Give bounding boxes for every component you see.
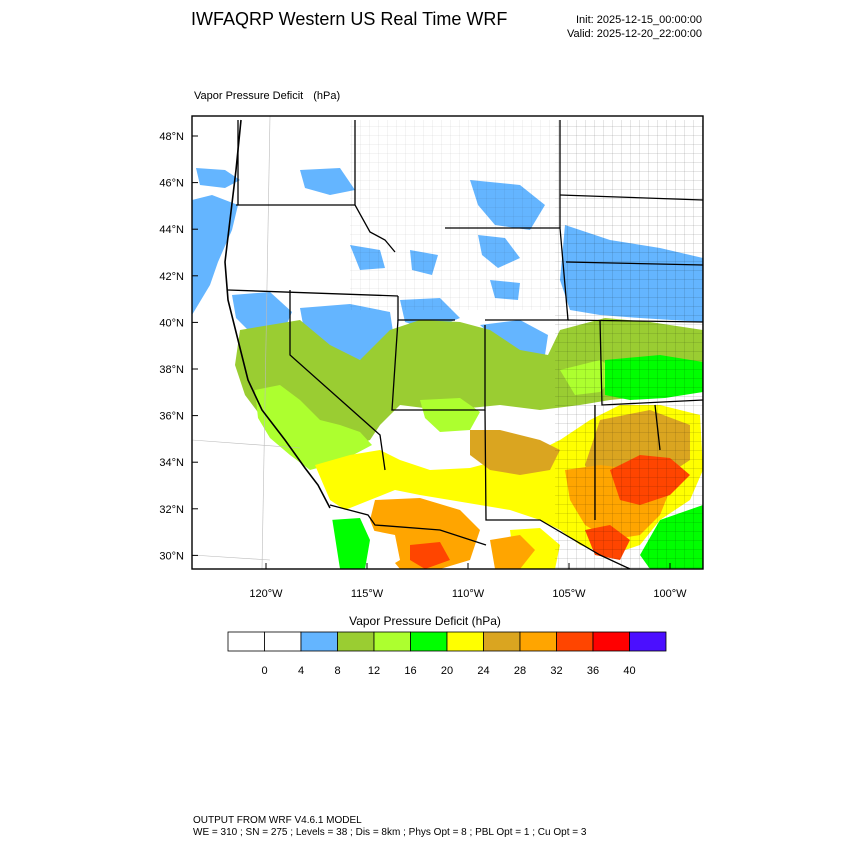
lon-tick-label: 120°W bbox=[249, 588, 283, 600]
model-footer: OUTPUT FROM WRF V4.6.1 MODEL WE = 310 ; … bbox=[193, 815, 586, 839]
colorbar-swatch bbox=[410, 631, 448, 652]
state-boundaries bbox=[227, 120, 703, 569]
valid-time: Valid: 2025-12-20_22:00:00 bbox=[567, 28, 702, 40]
colorbar: 0 4 8 12 16 20 24 28 32 36 40 bbox=[227, 631, 667, 677]
colorbar-swatch bbox=[446, 631, 484, 652]
map-frame bbox=[191, 115, 704, 570]
colorbar-swatch bbox=[556, 631, 594, 652]
lat-tick-label: 36°N bbox=[159, 411, 184, 423]
colorbar-swatch bbox=[483, 631, 521, 652]
footer-line-2: WE = 310 ; SN = 275 ; Levels = 38 ; Dis … bbox=[193, 827, 587, 838]
colorbar-swatch bbox=[337, 631, 375, 652]
colorbar-label: 8 bbox=[334, 665, 340, 677]
field-units: (hPa) bbox=[313, 90, 341, 102]
lon-tick-label: 110°W bbox=[452, 588, 485, 600]
field-name: Vapor Pressure Deficit bbox=[194, 90, 304, 102]
colorbar-label: 20 bbox=[441, 665, 453, 677]
lat-tick-label: 42°N bbox=[159, 271, 184, 283]
colorbar-swatch bbox=[373, 631, 411, 652]
colorbar-label: 0 bbox=[261, 665, 267, 677]
lat-tick-label: 40°N bbox=[159, 317, 184, 329]
county-lines-north bbox=[350, 120, 555, 310]
colorbar-swatch bbox=[592, 631, 630, 652]
colorbar-swatch bbox=[629, 631, 667, 652]
longitude-axis: 120°W 115°W 110°W 105°W 100°W bbox=[249, 563, 687, 600]
pacific-coastline bbox=[224, 119, 331, 509]
latitude-axis: 48°N 46°N 44°N 42°N 40°N 38°N 36°N 34°N 32°N 30°N bbox=[159, 131, 198, 562]
colorbar-label: 28 bbox=[514, 665, 526, 677]
lon-tick-label: 105°W bbox=[552, 588, 586, 600]
lat-tick-label: 44°N bbox=[159, 224, 184, 236]
colorbar-label: 24 bbox=[477, 665, 489, 677]
init-time: Init: 2025-12-15_00:00:00 bbox=[576, 14, 702, 26]
lat-tick-label: 38°N bbox=[159, 364, 184, 376]
lon-tick-label: 115°W bbox=[351, 588, 384, 600]
colorbar-title: Vapor Pressure Deficit (hPa) bbox=[349, 614, 501, 628]
colorbar-label: 12 bbox=[368, 665, 380, 677]
colorbar-label: 16 bbox=[404, 665, 416, 677]
colorbar-label: 32 bbox=[550, 665, 562, 677]
chart-title: IWFAQRP Western US Real Time WRF bbox=[191, 9, 508, 29]
colorbar-swatch bbox=[264, 631, 302, 652]
county-lines-east bbox=[555, 120, 703, 569]
colorbar-label: 40 bbox=[623, 665, 635, 677]
footer-line-1: OUTPUT FROM WRF V4.6.1 MODEL bbox=[193, 815, 362, 826]
lat-tick-label: 30°N bbox=[159, 550, 184, 562]
colorbar-swatch bbox=[227, 631, 265, 652]
colorbar-label: 36 bbox=[587, 665, 599, 677]
colorbar-label: 4 bbox=[298, 665, 304, 677]
map-plot-area bbox=[192, 116, 703, 569]
lon-tick-label: 100°W bbox=[653, 588, 687, 600]
colorbar-swatch bbox=[300, 631, 338, 652]
map-field-label: Vapor Pressure Deficit (hPa) bbox=[194, 90, 340, 102]
run-times: Init: 2025-12-15_00:00:00 Valid: 2025-12… bbox=[567, 13, 702, 41]
lat-tick-label: 34°N bbox=[159, 457, 184, 469]
lat-tick-label: 32°N bbox=[159, 504, 184, 516]
lat-tick-label: 48°N bbox=[159, 131, 184, 143]
colorbar-swatch bbox=[519, 631, 557, 652]
lat-tick-label: 46°N bbox=[159, 178, 184, 190]
